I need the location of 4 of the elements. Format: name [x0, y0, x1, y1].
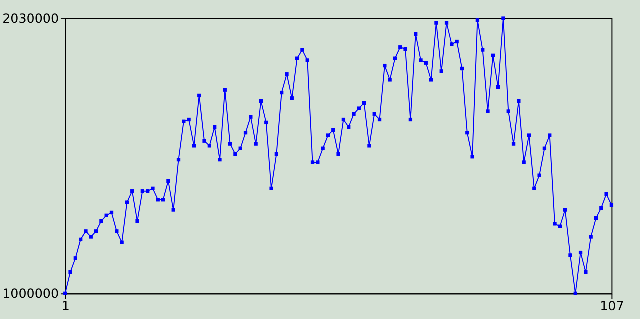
x-tick-label: 107: [600, 298, 624, 314]
y-tick-label: 2030000: [2, 10, 60, 26]
x-tick-label: 1: [62, 298, 70, 314]
y-tick-label: 1000000: [2, 286, 60, 302]
